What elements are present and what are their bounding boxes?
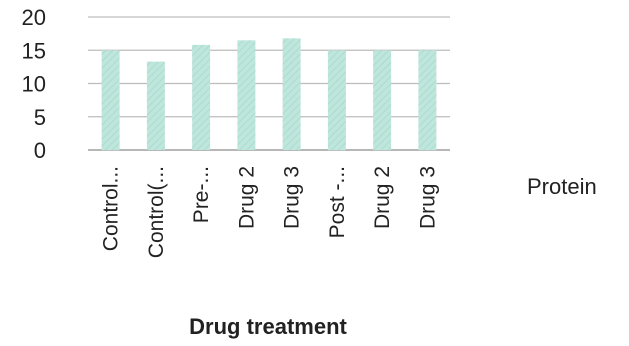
- y-tick-label: 0: [34, 138, 46, 163]
- x-tick-label: Drug 2: [371, 166, 394, 229]
- x-tick-label: Drug 3: [416, 166, 439, 229]
- x-tick-label: Control...: [100, 166, 123, 251]
- x-tick-label: Post -...: [326, 166, 349, 238]
- bar: [146, 61, 165, 150]
- x-axis-title: Drug treatment: [189, 314, 347, 339]
- y-tick-label: 15: [22, 38, 46, 63]
- x-tick-label: Control(...: [145, 166, 168, 258]
- bar: [327, 50, 346, 151]
- gridlines: [88, 16, 450, 151]
- y-axis-ticks: 0 5 10 15 20: [22, 5, 46, 163]
- bar: [282, 38, 301, 150]
- x-tick-label: Drug 3: [281, 166, 304, 229]
- bar: [418, 50, 437, 151]
- x-tick-label: Pre-...: [190, 166, 213, 223]
- bar: [101, 50, 120, 151]
- bars: [101, 38, 437, 151]
- bar: [192, 44, 211, 150]
- bar: [373, 50, 392, 151]
- legend-entry-protein: Protein: [527, 174, 597, 199]
- y-tick-label: 10: [22, 72, 46, 97]
- bar: [237, 40, 256, 150]
- x-tick-label: Drug 2: [235, 166, 258, 229]
- y-tick-label: 20: [22, 5, 46, 30]
- y-tick-label: 5: [34, 105, 46, 130]
- x-axis-category-labels: Control... Control(... Pre-... Drug 2 Drug 3…: [100, 166, 440, 258]
